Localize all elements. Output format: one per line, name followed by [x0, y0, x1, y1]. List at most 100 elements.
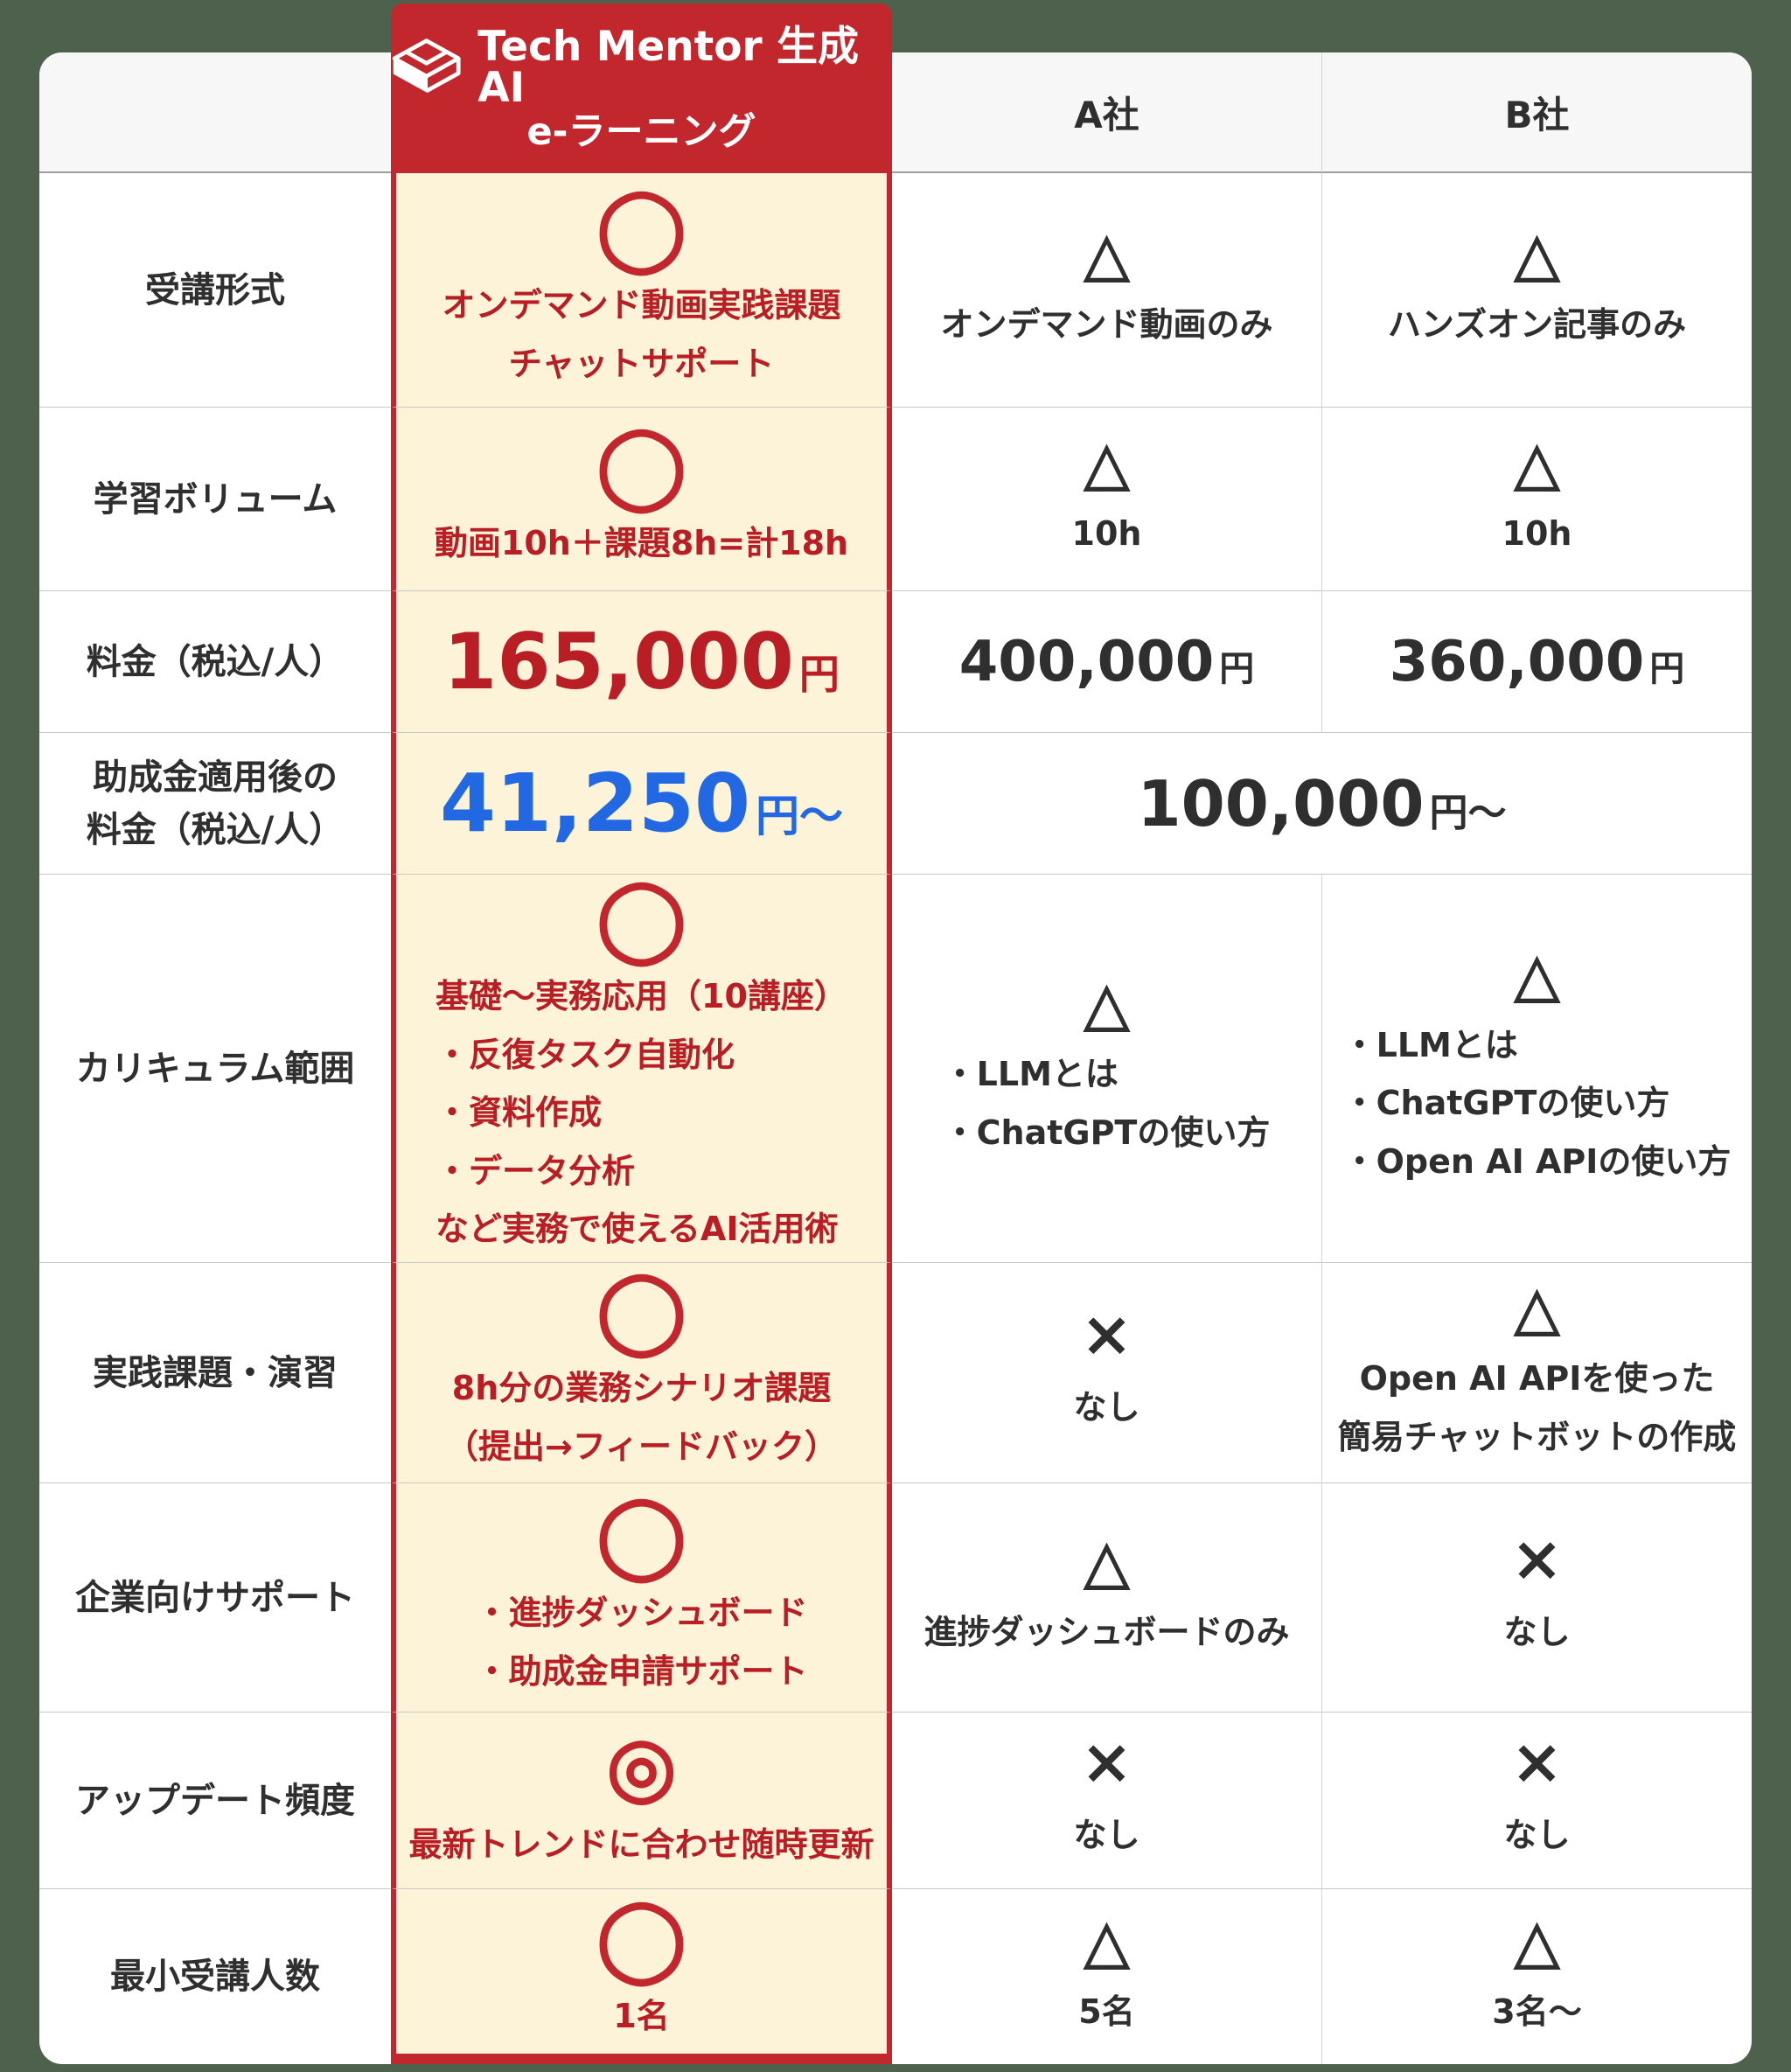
cell-a-curriculum: △ ・LLMとは ・ChatGPTの使い方	[892, 875, 1322, 1263]
cell-tm-price: 165,000 円	[391, 591, 892, 733]
row-label-line2: 料金（税込/人）	[86, 809, 345, 850]
cell-text: なし	[1503, 1613, 1571, 1652]
cell-text: ・データ分析	[436, 1151, 636, 1190]
cell-a-format: △ オンデマンド動画のみ	[892, 173, 1322, 408]
cell-a-min-participants: △ 5名	[892, 1889, 1322, 2064]
price-unit: 円	[1649, 648, 1685, 689]
cell-lines: 5名	[1078, 1983, 1134, 2041]
cross-mark: ✕	[1081, 1731, 1132, 1801]
triangle-mark: △	[1514, 1274, 1561, 1343]
cell-b-volume: △ 10h	[1322, 408, 1752, 591]
price-value: 360,000	[1389, 629, 1645, 694]
cell-text: 10h	[1502, 514, 1572, 554]
cell-tm-volume: ◯ 動画10h＋課題8h=計18h	[391, 408, 892, 591]
cell-lines: 1名	[613, 1987, 669, 2046]
circle-mark: ◯	[596, 871, 688, 966]
price: 360,000 円	[1390, 634, 1685, 690]
cell-tm-exercises: ◯ 8h分の業務シナリオ課題 （提出→フィードバック）	[391, 1263, 892, 1483]
triangle-mark: △	[1514, 429, 1561, 499]
cell-b-min-participants: △ 3名～	[1322, 1889, 1752, 2064]
cell-tm-format: ◯ オンデマンド動画実践課題 チャットサポート	[391, 173, 892, 408]
cell-text: オンデマンド動画実践課題	[442, 286, 841, 324]
price: 165,000 円	[443, 616, 840, 707]
cell-b-exercises: △ Open AI APIを使った 簡易チャットボットの作成	[1322, 1263, 1752, 1483]
row-label-price: 料金（税込/人）	[39, 591, 391, 733]
cell-text: 3名～	[1492, 1992, 1582, 2031]
cell-lines: 基礎～実務応用（10講座） ・反復タスク自動化 ・資料作成 ・データ分析 など実…	[436, 967, 847, 1259]
cross-mark: ✕	[1511, 1731, 1562, 1801]
cell-ab-subsidized-price: 100,000 円～	[892, 733, 1752, 875]
cell-tm-subsidized-price: 41,250 円～	[391, 733, 892, 875]
row-label-volume: 学習ボリューム	[39, 408, 391, 591]
row-label-exercises: 実践課題・演習	[39, 1263, 391, 1483]
cell-text: 簡易チャットボットの作成	[1337, 1417, 1737, 1456]
triangle-mark: △	[1084, 970, 1131, 1039]
cell-a-update-frequency: ✕ なし	[892, 1713, 1322, 1889]
cell-b-format: △ ハンズオン記事のみ	[1322, 173, 1752, 408]
cross-mark: ✕	[1511, 1528, 1562, 1598]
row-label-text: 学習ボリューム	[93, 478, 338, 520]
row-label-text: 受講形式	[145, 269, 285, 310]
cell-a-exercises: ✕ なし	[892, 1263, 1322, 1483]
row-label-text: 助成金適用後の 料金（税込/人）	[87, 751, 345, 856]
cell-text: オンデマンド動画のみ	[940, 305, 1273, 345]
price-unit: 円	[798, 650, 840, 698]
circle-mark: ◯	[596, 1890, 688, 1985]
cell-b-price: 360,000 円	[1322, 591, 1752, 733]
row-label-subsidized-price: 助成金適用後の 料金（税込/人）	[39, 733, 391, 875]
cell-b-curriculum: △ ・LLMとは ・ChatGPTの使い方 ・Open AI APIの使い方	[1322, 875, 1752, 1263]
brand-name: Tech Mentor 生成AI	[477, 22, 860, 112]
cell-lines: ・LLMとは ・ChatGPTの使い方	[944, 1045, 1271, 1162]
cell-text: なし	[1503, 1816, 1571, 1855]
triangle-mark: △	[1084, 429, 1131, 499]
circle-mark: ◯	[596, 1488, 688, 1581]
price-value: 165,000	[443, 616, 794, 707]
cell-lines: Open AI APIを使った 簡易チャットボットの作成	[1338, 1350, 1737, 1466]
price-unit: 円	[1219, 648, 1255, 689]
cell-text: Open AI APIを使った	[1359, 1359, 1715, 1398]
price: 100,000 円～	[1138, 772, 1507, 835]
cell-text: ・ChatGPTの使い方	[1342, 1084, 1670, 1123]
cell-tm-update-frequency: ◎ 最新トレンドに合わせ随時更新	[391, 1713, 892, 1889]
price-unit: 円～	[756, 790, 844, 841]
row-label-text: 料金（税込/人）	[86, 641, 345, 682]
cell-a-price: 400,000 円	[892, 591, 1322, 733]
row-label-line1: 助成金適用後の	[92, 757, 338, 798]
cell-lines: なし	[1073, 1806, 1139, 1865]
circle-mark: ◯	[596, 418, 688, 513]
cell-lines: 8h分の業務シナリオ課題 （提出→フィードバック）	[445, 1359, 838, 1476]
row-label-text: アップデート頻度	[75, 1780, 355, 1821]
triangle-mark: △	[1514, 940, 1561, 1010]
row-label-text: 企業向けサポート	[75, 1577, 355, 1618]
triangle-mark: △	[1084, 1907, 1131, 1977]
cell-lines: 10h	[1072, 505, 1142, 563]
cell-text: ・反復タスク自動化	[436, 1035, 735, 1074]
cell-lines: なし	[1073, 1378, 1139, 1437]
cell-lines: オンデマンド動画のみ	[940, 296, 1272, 354]
cell-lines: 3名～	[1492, 1983, 1581, 2041]
cell-lines: なし	[1503, 1603, 1570, 1662]
row-label-text: 実践課題・演習	[93, 1352, 338, 1393]
circle-mark: ◯	[596, 1263, 688, 1357]
cell-b-corporate-support: ✕ なし	[1322, 1483, 1752, 1713]
cell-lines: ハンズオン記事のみ	[1388, 296, 1686, 354]
cell-text: 最新トレンドに合わせ随時更新	[408, 1825, 875, 1865]
triangle-mark: △	[1514, 220, 1561, 290]
row-label-update-frequency: アップデート頻度	[39, 1713, 391, 1889]
header-empty-cell	[39, 52, 391, 173]
double-circle-mark: ◎	[605, 1720, 678, 1814]
cell-text: 1名	[613, 1996, 670, 2035]
cell-lines: なし	[1503, 1806, 1570, 1865]
triangle-mark: △	[1084, 220, 1131, 290]
circle-mark: ◯	[596, 180, 688, 274]
cell-text: など実務で使えるAI活用術	[436, 1210, 839, 1249]
row-label-corporate-support: 企業向けサポート	[39, 1483, 391, 1713]
header-company-a: A社	[892, 52, 1322, 173]
cell-tm-curriculum: ◯ 基礎～実務応用（10講座） ・反復タスク自動化 ・資料作成 ・データ分析 な…	[391, 875, 892, 1263]
cell-lines: ・進捗ダッシュボード ・助成金申請サポート	[475, 1584, 807, 1700]
row-label-text: カリキュラム範囲	[75, 1048, 355, 1089]
brand-subtitle: e-ラーニング	[526, 109, 756, 154]
cell-text: ・LLMとは	[943, 1055, 1119, 1093]
cell-text: 8h分の業務シナリオ課題	[451, 1369, 832, 1407]
cell-text: ・資料作成	[436, 1093, 603, 1133]
